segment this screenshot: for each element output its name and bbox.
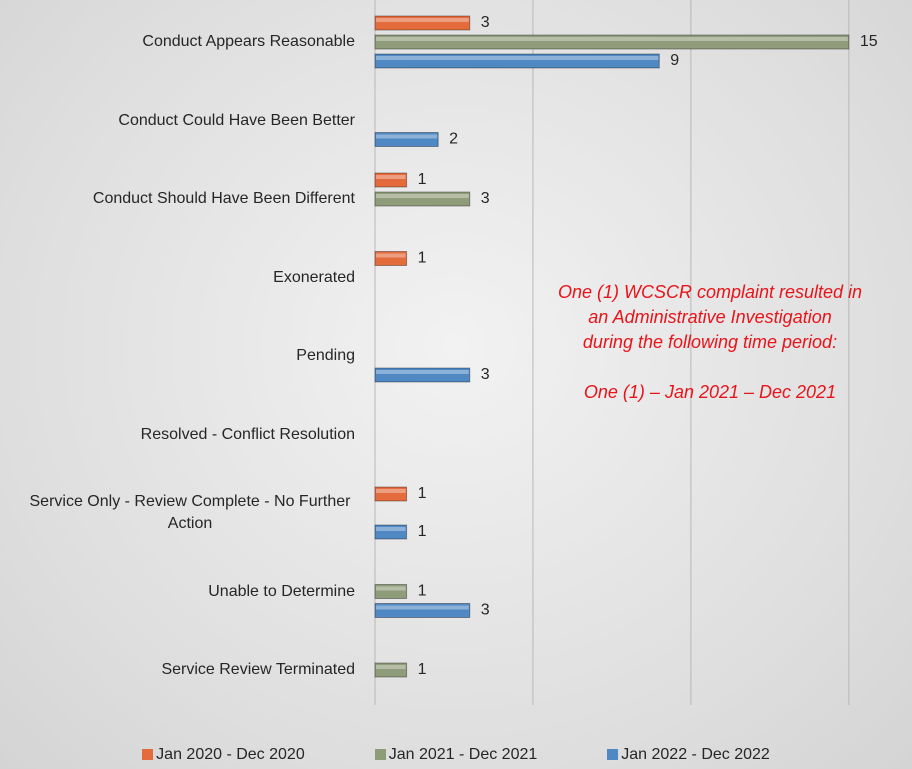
bar-shine: [376, 605, 469, 610]
bar: [374, 603, 471, 618]
data-label: 1: [418, 661, 427, 678]
data-label: 3: [481, 602, 490, 619]
data-label: 1: [418, 523, 427, 540]
bar: [374, 251, 408, 266]
bar: [374, 584, 408, 599]
bar-shine: [376, 37, 848, 41]
legend-text: Jan 2020 - Dec 2020: [156, 746, 305, 763]
category-label: Conduct Could Have Been Better: [15, 91, 355, 151]
bar-shine: [376, 18, 469, 22]
category-label: Service Only - Review Complete - No Furt…: [15, 483, 355, 543]
category-text: Resolved - Conflict Resolution: [140, 425, 355, 443]
category-text: Exonerated: [273, 268, 355, 286]
annotation-line: during the following time period:: [582, 332, 838, 352]
bar-shine: [376, 175, 406, 179]
bar-shine: [376, 56, 659, 60]
data-label: 2: [449, 131, 458, 148]
bar-shine: [376, 253, 406, 258]
category-label: Conduct Appears Reasonable: [15, 12, 355, 72]
category-text: Service Only - Review Complete - No Furt…: [29, 493, 351, 532]
category-label: Service Review Terminated: [15, 640, 355, 700]
bar: [374, 132, 439, 147]
legend-text: Jan 2021 - Dec 2021: [388, 746, 538, 763]
data-label: 3: [481, 14, 490, 31]
category-text: Conduct Could Have Been Better: [118, 111, 355, 129]
legend-swatch: [142, 749, 154, 760]
bar: [374, 367, 471, 383]
category-text: Unable to Determine: [208, 582, 355, 600]
annotation-line: One (1) WCSCR complaint resulted in: [557, 282, 863, 302]
legend-item: Jan 2020 - Dec 2020: [142, 746, 305, 764]
category-label: Exonerated: [15, 248, 355, 308]
bar-shine: [376, 489, 406, 493]
annotation-line: an Administrative Investigation: [588, 307, 832, 327]
bar-shine: [376, 586, 406, 591]
bar-shine: [376, 134, 438, 139]
category-text: Service Review Terminated: [161, 661, 355, 678]
category-label: Conduct Should Have Been Different: [15, 169, 355, 229]
category-label: Unable to Determine: [15, 562, 355, 622]
bar: [374, 662, 408, 678]
category-label: Resolved - Conflict Resolution: [15, 405, 355, 465]
bar: [374, 524, 408, 540]
data-label: 1: [418, 485, 427, 502]
legend-swatch: [607, 749, 619, 760]
annotation: One (1) WCSCR complaint resulted in an Ad…: [470, 280, 912, 405]
bar-shine: [376, 527, 406, 531]
legend: Jan 2020 - Dec 2020 Jan 2021 - Dec 2021 Ja…: [0, 746, 912, 764]
bar: [374, 15, 471, 31]
category-label: Pending: [15, 326, 355, 386]
category-text: Conduct Appears Reasonable: [142, 33, 355, 50]
bar-shine: [376, 194, 469, 198]
legend-text: Jan 2022 - Dec 2022: [621, 746, 770, 763]
bar: [374, 172, 408, 188]
data-label: 3: [481, 366, 490, 383]
bar: [374, 191, 471, 207]
bar: [374, 486, 408, 502]
bar: [374, 34, 850, 50]
data-label: 1: [418, 171, 427, 188]
legend-item: Jan 2021 - Dec 2021: [374, 746, 538, 764]
data-label: 15: [860, 33, 878, 50]
legend-swatch: [374, 749, 386, 760]
data-label: 9: [670, 52, 679, 69]
bar: [374, 53, 660, 69]
bar-shine: [376, 370, 469, 374]
category-text: Conduct Should Have Been Different: [92, 190, 355, 207]
data-label: 1: [418, 583, 427, 600]
annotation-period: One (1) – Jan 2021 – Dec 2021: [583, 382, 837, 402]
data-label: 3: [481, 190, 490, 207]
category-text: Pending: [296, 347, 355, 364]
data-label: 1: [418, 250, 427, 267]
legend-item: Jan 2022 - Dec 2022: [607, 746, 770, 764]
bar-shine: [376, 665, 406, 669]
